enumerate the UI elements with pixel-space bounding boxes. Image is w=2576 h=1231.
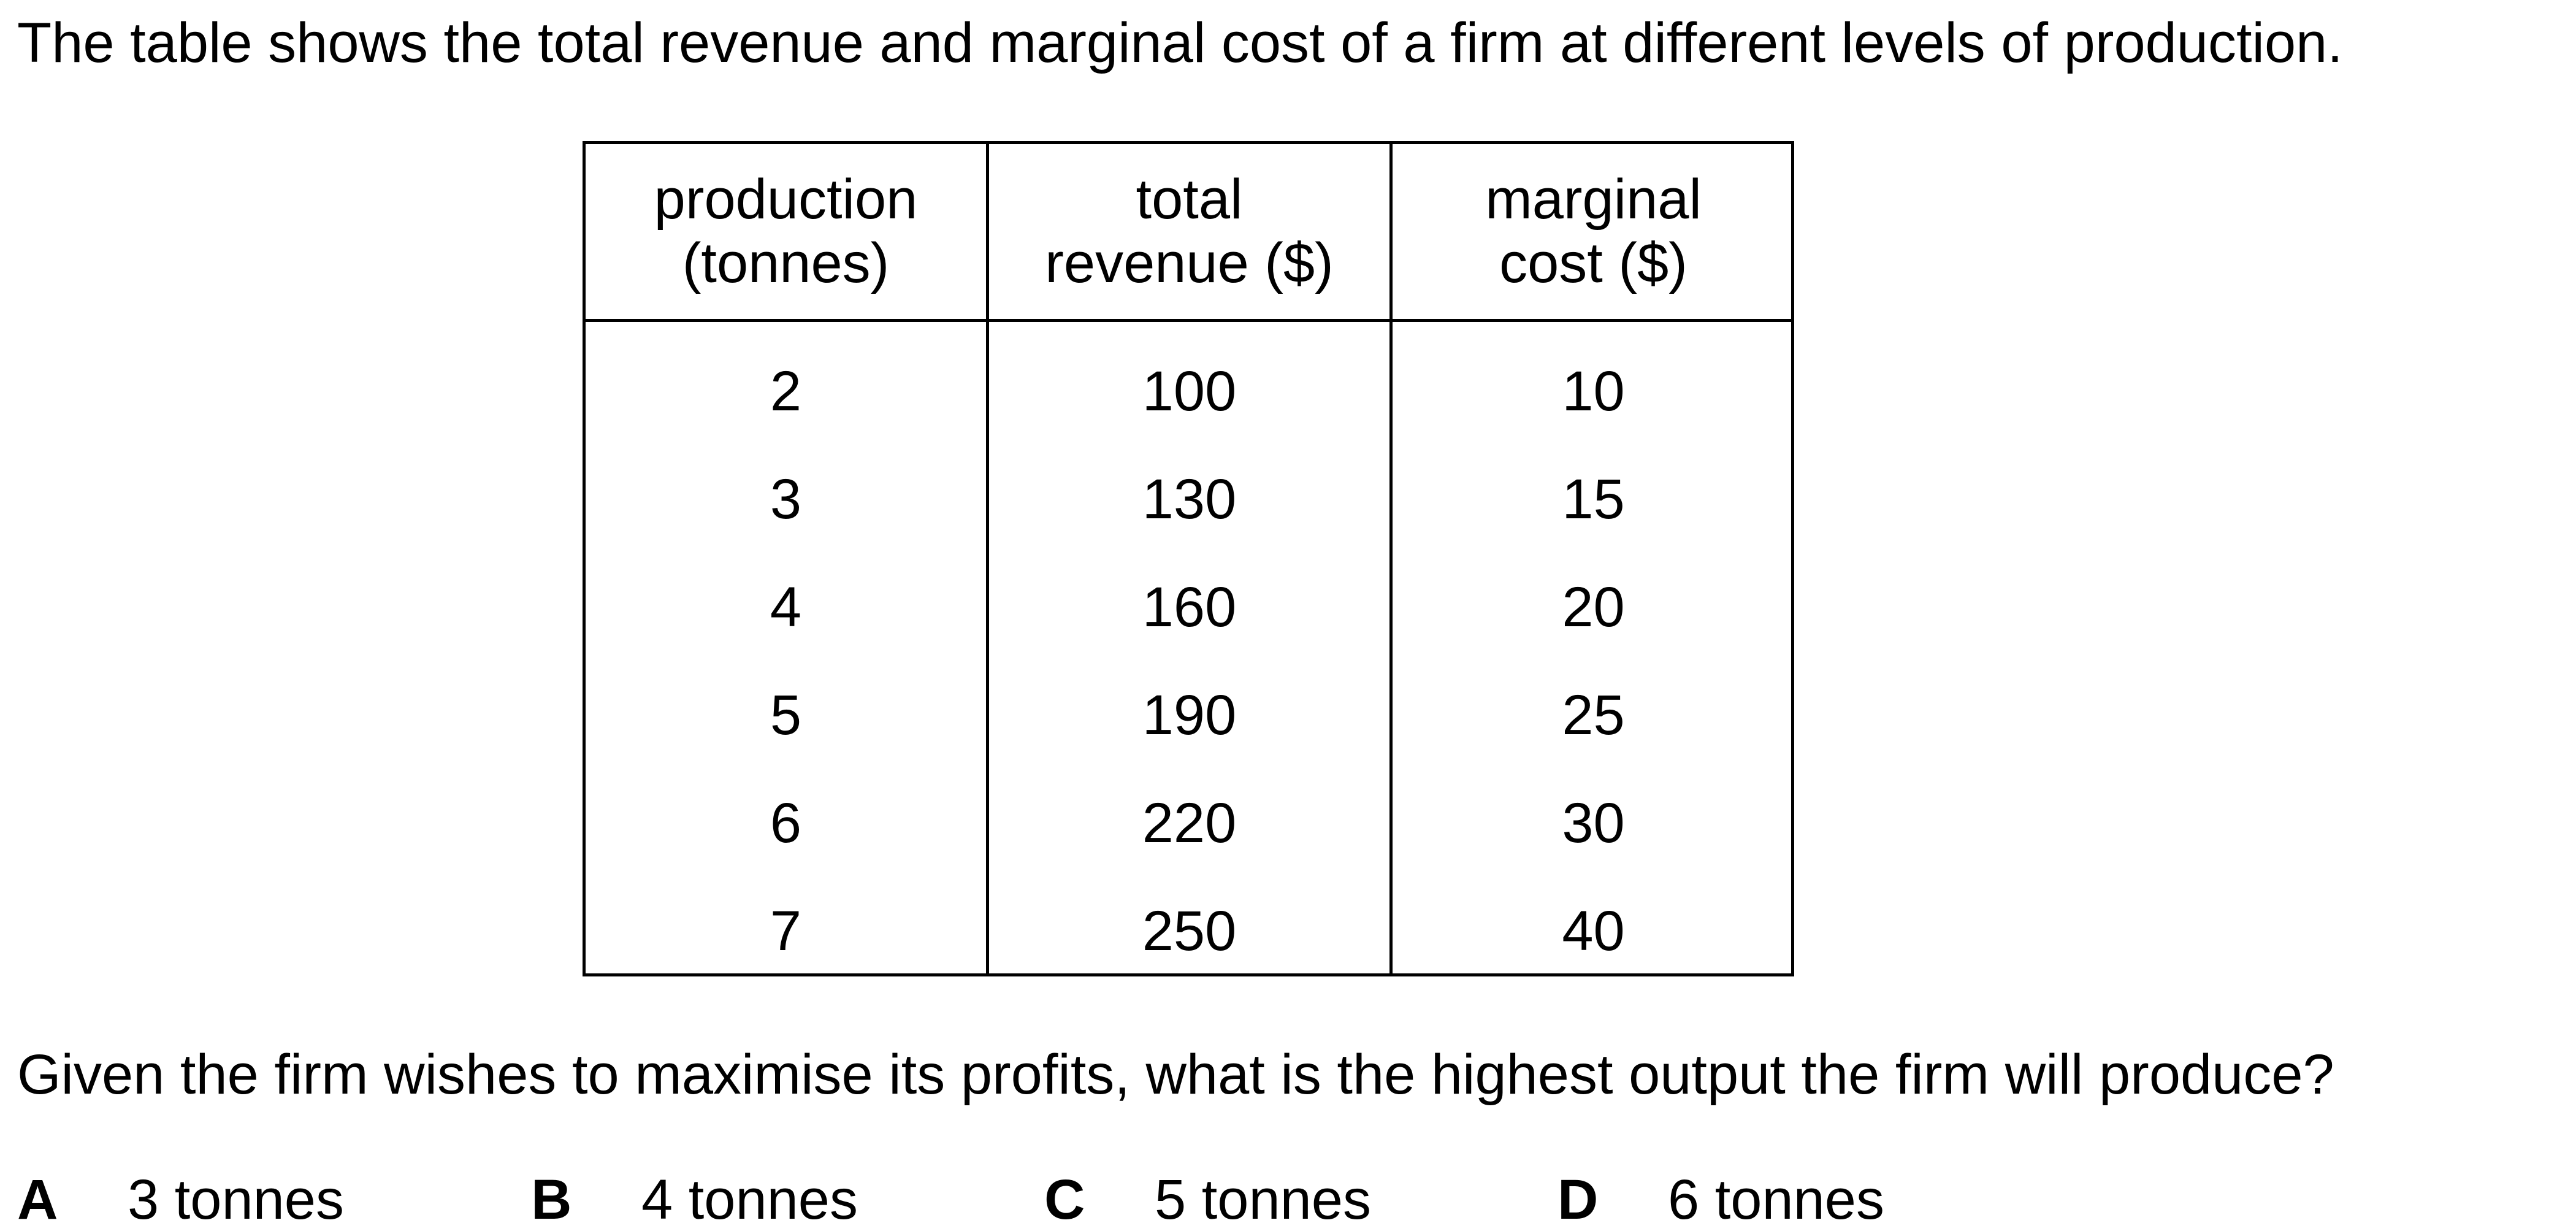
production-cell: 3: [770, 468, 802, 531]
total-revenue-cell: 220: [1142, 792, 1237, 854]
total-revenue-cell: 250: [1142, 900, 1237, 962]
question-intro: The table shows the total revenue and ma…: [17, 12, 2343, 74]
marginal-cost-cell: 30: [1562, 792, 1625, 854]
marginal-cost-cell: 10: [1562, 360, 1625, 423]
marginal-cost-cell: 20: [1562, 576, 1625, 639]
option-text-a: 3 tonnes: [128, 1168, 344, 1231]
question-prompt: Given the firm wishes to maximise its pr…: [17, 1043, 2334, 1106]
production-cell: 7: [770, 900, 802, 962]
total-revenue-header-line-2: revenue ($): [1045, 231, 1334, 294]
option-text-c: 5 tonnes: [1155, 1168, 1371, 1231]
production-header: production (tonnes): [586, 144, 986, 322]
marginal-cost-cell: 40: [1562, 900, 1625, 962]
total-revenue-cell: 190: [1142, 684, 1237, 746]
production-header-line-1: production: [654, 167, 918, 231]
marginal-cost-cell: 15: [1562, 468, 1625, 531]
production-cell: 4: [770, 576, 802, 639]
production-column: production (tonnes) 2 3 4 5 6 7: [586, 144, 989, 973]
production-cell: 2: [770, 360, 802, 423]
marginal-cost-header-line-2: cost ($): [1499, 231, 1687, 294]
total-revenue-header: total revenue ($): [989, 144, 1389, 322]
answer-option-b[interactable]: B 4 tonnes: [531, 1170, 858, 1229]
total-revenue-header-line-1: total: [1136, 167, 1243, 231]
answer-option-d[interactable]: D 6 tonnes: [1557, 1170, 1884, 1229]
answer-option-c[interactable]: C 5 tonnes: [1044, 1170, 1371, 1229]
option-letter-a: A: [17, 1168, 58, 1231]
production-cell: 6: [770, 792, 802, 854]
marginal-cost-header-line-1: marginal: [1485, 167, 1702, 231]
option-text-b: 4 tonnes: [641, 1168, 858, 1231]
production-cell: 5: [770, 684, 802, 746]
production-revenue-cost-table: production (tonnes) 2 3 4 5 6 7 total re…: [583, 141, 1794, 976]
answer-options: A 3 tonnes B 4 tonnes C 5 tonnes D 6 ton…: [17, 1170, 2531, 1229]
production-values: 2 3 4 5 6 7: [586, 322, 986, 985]
marginal-cost-header: marginal cost ($): [1393, 144, 1794, 322]
total-revenue-cell: 160: [1142, 576, 1237, 639]
option-letter-d: D: [1557, 1168, 1599, 1231]
marginal-cost-values: 10 15 20 25 30 40: [1393, 322, 1794, 985]
marginal-cost-cell: 25: [1562, 684, 1625, 746]
option-text-d: 6 tonnes: [1668, 1168, 1884, 1231]
answer-option-a[interactable]: A 3 tonnes: [17, 1170, 344, 1229]
total-revenue-cell: 130: [1142, 468, 1237, 531]
marginal-cost-column: marginal cost ($) 10 15 20 25 30 40: [1393, 144, 1794, 973]
total-revenue-values: 100 130 160 190 220 250: [989, 322, 1389, 985]
total-revenue-cell: 100: [1142, 360, 1237, 423]
production-header-line-2: (tonnes): [682, 231, 890, 294]
option-letter-c: C: [1044, 1168, 1085, 1231]
total-revenue-column: total revenue ($) 100 130 160 190 220 25…: [989, 144, 1393, 973]
option-letter-b: B: [531, 1168, 572, 1231]
